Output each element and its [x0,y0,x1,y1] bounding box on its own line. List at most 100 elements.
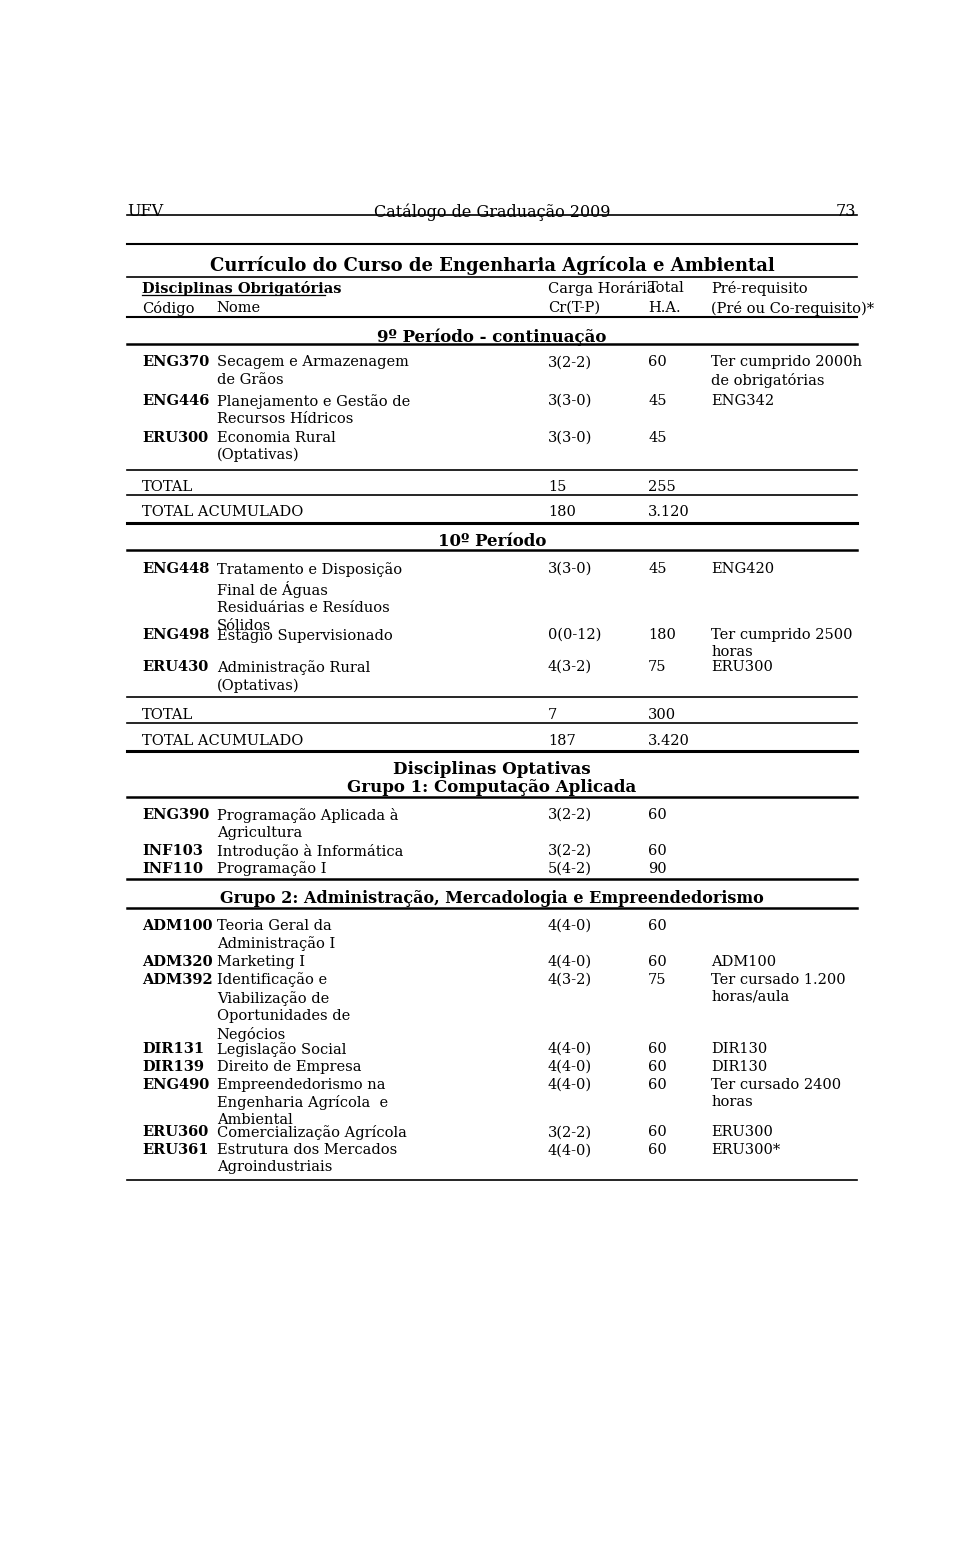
Text: 4(4-0): 4(4-0) [548,1060,592,1074]
Text: 9º Período - continuação: 9º Período - continuação [377,329,607,346]
Text: 60: 60 [648,1060,667,1074]
Text: ERU300: ERU300 [711,1125,774,1139]
Text: Programação I: Programação I [217,862,326,876]
Text: Ter cursado 2400
horas: Ter cursado 2400 horas [711,1077,842,1108]
Text: Nome: Nome [217,301,261,315]
Text: Catálogo de Graduação 2009: Catálogo de Graduação 2009 [373,203,611,220]
Text: 60: 60 [648,1144,667,1158]
Text: Grupo 2: Administração, Mercadologia e Empreendedorismo: Grupo 2: Administração, Mercadologia e E… [220,890,764,907]
Text: 4(4-0): 4(4-0) [548,1077,592,1091]
Text: ERU361: ERU361 [142,1144,209,1158]
Text: Administração Rural
(Optativas): Administração Rural (Optativas) [217,660,370,693]
Text: 60: 60 [648,808,667,822]
Text: ENG448: ENG448 [142,563,209,577]
Text: DIR131: DIR131 [142,1042,204,1056]
Text: 5(4-2): 5(4-2) [548,862,591,876]
Text: ERU300: ERU300 [711,660,774,674]
Text: 45: 45 [648,394,667,408]
Text: Tratamento e Disposição
Final de Águas
Residuárias e Resíduos
Sólidos: Tratamento e Disposição Final de Águas R… [217,563,402,632]
Text: Carga Horária: Carga Horária [548,282,656,296]
Text: TOTAL: TOTAL [142,479,194,493]
Text: 60: 60 [648,1077,667,1091]
Text: ENG498: ENG498 [142,628,209,642]
Text: 4(4-0): 4(4-0) [548,1042,592,1056]
Text: 60: 60 [648,1125,667,1139]
Text: 3(3-0): 3(3-0) [548,394,592,408]
Text: UFV: UFV [128,203,163,220]
Text: ENG420: ENG420 [711,563,775,577]
Text: 3.420: 3.420 [648,733,690,747]
Text: ADM320: ADM320 [142,955,213,969]
Text: TOTAL: TOTAL [142,707,194,722]
Text: 60: 60 [648,355,667,369]
Text: 4(3-2): 4(3-2) [548,972,592,986]
Text: 4(4-0): 4(4-0) [548,919,592,933]
Text: Introdução à Informática: Introdução à Informática [217,843,403,859]
Text: 180: 180 [648,628,676,642]
Text: INF103: INF103 [142,843,204,857]
Text: 45: 45 [648,563,667,577]
Text: TOTAL ACUMULADO: TOTAL ACUMULADO [142,733,303,747]
Text: 4(4-0): 4(4-0) [548,1144,592,1158]
Text: 7: 7 [548,707,557,722]
Text: Grupo 1: Computação Aplicada: Grupo 1: Computação Aplicada [348,780,636,797]
Text: ENG390: ENG390 [142,808,209,822]
Text: Legislação Social: Legislação Social [217,1042,347,1057]
Text: 3.120: 3.120 [648,505,690,519]
Text: 0(0-12): 0(0-12) [548,628,601,642]
Text: 60: 60 [648,955,667,969]
Text: (Pré ou Co-requisito)*: (Pré ou Co-requisito)* [711,301,875,316]
Text: Direito de Empresa: Direito de Empresa [217,1060,361,1074]
Text: ENG490: ENG490 [142,1077,209,1091]
Text: 3(2-2): 3(2-2) [548,1125,592,1139]
Text: ENG370: ENG370 [142,355,209,369]
Text: 90: 90 [648,862,667,876]
Text: Ter cumprido 2000h
de obrigatórias: Ter cumprido 2000h de obrigatórias [711,355,863,388]
Text: Estágio Supervisionado: Estágio Supervisionado [217,628,393,643]
Text: ERU360: ERU360 [142,1125,208,1139]
Text: Disciplinas Optativas: Disciplinas Optativas [394,761,590,778]
Text: INF110: INF110 [142,862,204,876]
Text: ENG446: ENG446 [142,394,209,408]
Text: ADM100: ADM100 [711,955,777,969]
Text: Teoria Geral da
Administração I: Teoria Geral da Administração I [217,919,335,952]
Text: 3(2-2): 3(2-2) [548,355,592,369]
Text: Planejamento e Gestão de
Recursos Hídricos: Planejamento e Gestão de Recursos Hídric… [217,394,410,426]
Text: Disciplinas Obrigatórias: Disciplinas Obrigatórias [142,282,342,296]
Text: DIR139: DIR139 [142,1060,204,1074]
Text: Currículo do Curso de Engenharia Agrícola e Ambiental: Currículo do Curso de Engenharia Agrícol… [209,256,775,276]
Text: ERU430: ERU430 [142,660,208,674]
Text: 4(4-0): 4(4-0) [548,955,592,969]
Text: 73: 73 [836,203,856,220]
Text: 255: 255 [648,479,676,493]
Text: Pré-requisito: Pré-requisito [711,282,808,296]
Text: 4(3-2): 4(3-2) [548,660,592,674]
Text: TOTAL ACUMULADO: TOTAL ACUMULADO [142,505,303,519]
Text: Ter cursado 1.200
horas/aula: Ter cursado 1.200 horas/aula [711,972,846,1004]
Text: 60: 60 [648,919,667,933]
Text: 300: 300 [648,707,677,722]
Text: Secagem e Armazenagem
de Grãos: Secagem e Armazenagem de Grãos [217,355,409,388]
Text: Empreendedorismo na
Engenharia Agrícola  e
Ambiental: Empreendedorismo na Engenharia Agrícola … [217,1077,388,1127]
Text: Código: Código [142,301,195,316]
Text: 60: 60 [648,843,667,857]
Text: DIR130: DIR130 [711,1060,768,1074]
Text: 180: 180 [548,505,576,519]
Text: 3(2-2): 3(2-2) [548,808,592,822]
Text: Ter cumprido 2500
horas: Ter cumprido 2500 horas [711,628,853,659]
Text: H.A.: H.A. [648,301,681,315]
Text: Cr(T-P): Cr(T-P) [548,301,600,315]
Text: 3(3-0): 3(3-0) [548,563,592,577]
Text: ERU300*: ERU300* [711,1144,780,1158]
Text: Comercialização Agrícola: Comercialização Agrícola [217,1125,407,1141]
Text: 45: 45 [648,431,667,445]
Text: Identificação e
Viabilização de
Oportunidades de
Negócios: Identificação e Viabilização de Oportuni… [217,972,350,1042]
Text: Programação Aplicada à
Agricultura: Programação Aplicada à Agricultura [217,808,398,840]
Text: Economia Rural
(Optativas): Economia Rural (Optativas) [217,431,335,462]
Text: 187: 187 [548,733,576,747]
Text: 60: 60 [648,1042,667,1056]
Text: 3(2-2): 3(2-2) [548,843,592,857]
Text: Marketing I: Marketing I [217,955,304,969]
Text: ENG342: ENG342 [711,394,775,408]
Text: 10º Período: 10º Período [438,533,546,550]
